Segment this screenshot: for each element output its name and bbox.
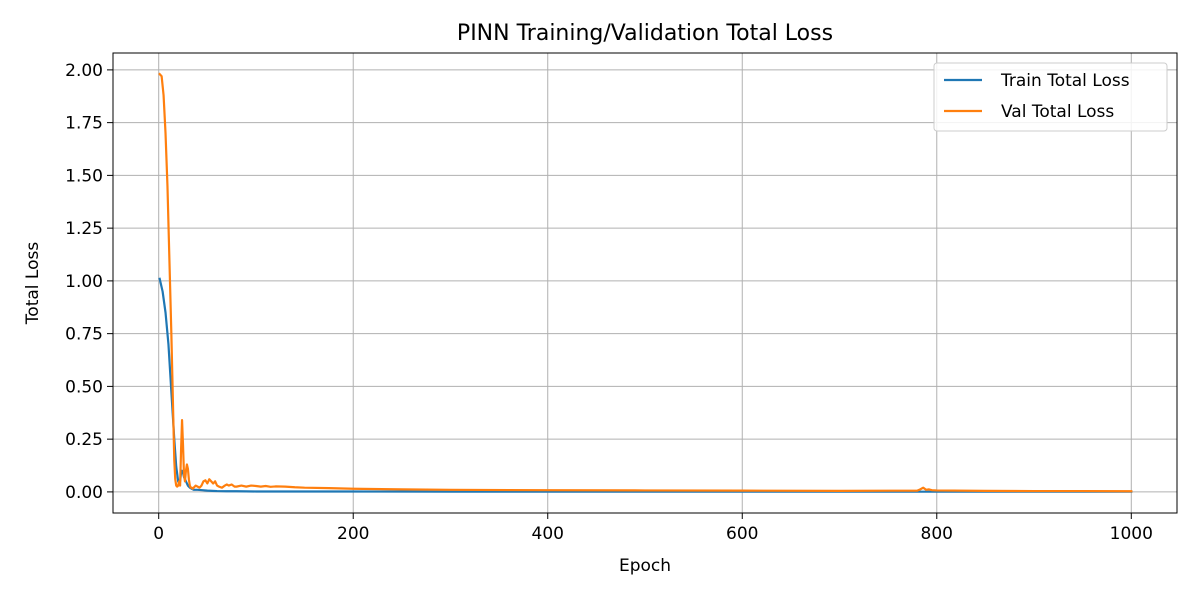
x-tick-label: 800 (921, 524, 953, 544)
y-tick-label: 1.00 (65, 272, 103, 292)
y-tick-label: 1.25 (65, 219, 103, 239)
y-tick-label: 0.75 (65, 325, 103, 345)
y-axis-label: Total Loss (23, 242, 43, 326)
y-tick-label: 1.50 (65, 166, 103, 186)
x-axis-ticks: 0 200 400 600 800 1000 (153, 513, 1153, 544)
y-tick-label: 2.00 (65, 61, 103, 81)
x-tick-label: 200 (337, 524, 369, 544)
y-tick-label: 0.50 (65, 377, 103, 397)
y-axis-ticks: 0.00 0.25 0.50 0.75 1.00 1.25 1.50 1.75 2.00 (65, 61, 113, 503)
x-tick-label: 400 (532, 524, 564, 544)
legend-label: Train Total Loss (1000, 71, 1130, 91)
legend: Train Total Loss Val Total Loss (933, 62, 1168, 132)
x-tick-label: 600 (726, 524, 758, 544)
legend-box (933, 62, 1168, 132)
legend-label: Val Total Loss (1001, 102, 1114, 122)
x-axis-label: Epoch (619, 556, 671, 576)
y-tick-label: 1.75 (65, 114, 103, 134)
y-tick-label: 0.00 (65, 483, 103, 503)
x-tick-label: 1000 (1110, 524, 1153, 544)
chart-title: PINN Training/Validation Total Loss (457, 21, 833, 46)
series-lines (158, 72, 1133, 493)
x-tick-label: 0 (153, 524, 164, 544)
plot-area-frame (112, 52, 1178, 514)
series-line-val (158, 72, 1133, 493)
grid-lines (113, 53, 1177, 513)
y-tick-label: 0.25 (65, 430, 103, 450)
